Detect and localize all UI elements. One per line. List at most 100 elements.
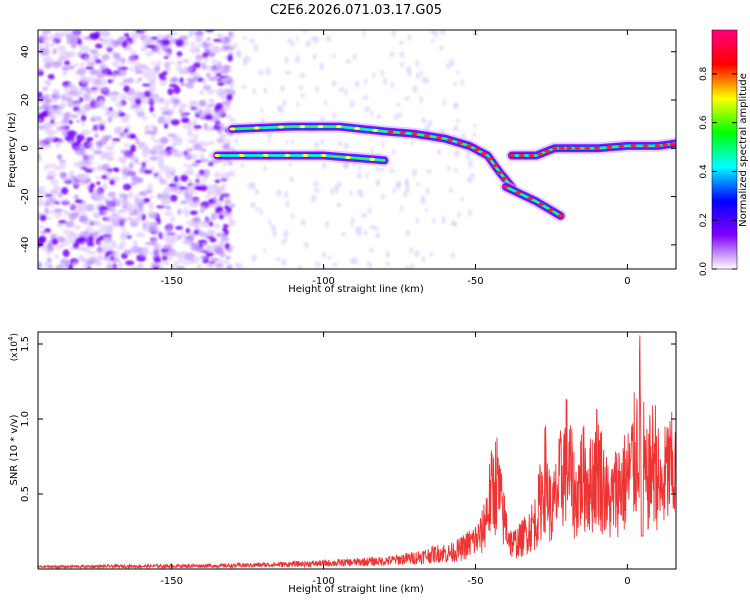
noise-blob [194, 35, 203, 43]
noise-blob [81, 166, 88, 170]
snr-y-tick-label: 1.5 [20, 336, 31, 352]
noise-blob [126, 96, 133, 101]
noise-blob [149, 149, 158, 156]
ridge-hotspot [501, 176, 508, 180]
noise-blob [107, 246, 114, 251]
noise-blob [68, 212, 78, 220]
snr-x-ticks: -150 -100 -50 0 [160, 332, 631, 587]
noise-blob [106, 71, 114, 76]
streak-blob [254, 188, 260, 195]
noise-blob [151, 225, 160, 233]
streak-blob [425, 187, 430, 195]
streak-blob [354, 80, 360, 88]
noise-blob [61, 72, 68, 76]
heatmap-blobs [38, 30, 478, 269]
noise-blob [142, 150, 149, 158]
noise-blob [142, 83, 151, 87]
noise-blob [182, 239, 190, 245]
streak-blob [405, 187, 410, 193]
noise-blob [163, 152, 170, 159]
streak-blob [395, 182, 400, 190]
streak-blob [272, 230, 278, 238]
noise-blob [168, 183, 177, 188]
noise-blob [147, 222, 155, 228]
streak-blob [314, 141, 320, 149]
noise-blob [70, 202, 75, 210]
noise-blob [120, 149, 130, 154]
noise-blob [144, 130, 154, 135]
noise-blob [172, 104, 178, 109]
noise-blob [133, 61, 142, 67]
noise-blob [224, 204, 229, 210]
streak-blob [407, 69, 412, 77]
noise-blob [164, 205, 172, 210]
streak-blob [319, 139, 325, 145]
noise-blob [160, 136, 169, 144]
noise-blob [102, 182, 108, 191]
spectrogram-x-label: Height of straight line (km) [288, 284, 424, 295]
noise-blob [63, 85, 69, 93]
streak-blob [374, 232, 381, 239]
noise-blob [57, 235, 65, 243]
noise-blob [89, 231, 100, 238]
noise-blob [180, 82, 186, 87]
noise-blob [95, 247, 106, 254]
noise-blob [178, 266, 183, 269]
noise-blob [181, 125, 191, 129]
noise-blob [193, 133, 199, 140]
noise-blob [85, 137, 94, 142]
noise-blob [86, 241, 95, 247]
noise-blob [73, 194, 79, 200]
noise-blob [170, 177, 175, 184]
streak-blob [284, 56, 289, 64]
streak-blob [356, 189, 363, 195]
noise-blob [181, 208, 191, 215]
colorbar-gradient [711, 29, 738, 270]
noise-blob [108, 107, 113, 112]
ridge-hotspot [536, 152, 543, 156]
ridge-hotspot [527, 196, 534, 201]
streak-blob [367, 207, 372, 215]
noise-blob [44, 44, 49, 53]
noise-blob [137, 112, 145, 116]
noise-blob [86, 185, 91, 189]
noise-blob [177, 191, 184, 195]
noise-blob [85, 218, 93, 226]
snr-x-tick-label: -150 [160, 576, 183, 587]
snr-y-ticks: 0.5 1.0 1.5 [20, 336, 676, 502]
streak-blob [473, 123, 477, 128]
noise-blob [206, 88, 215, 95]
noise-blob [188, 178, 193, 185]
noise-blob [161, 47, 172, 51]
noise-blob [49, 119, 55, 124]
noise-blob [159, 78, 167, 87]
streak-blob [267, 132, 273, 138]
noise-blob [45, 79, 52, 87]
noise-blob [225, 114, 233, 119]
noise-blob [176, 51, 183, 57]
noise-blob [160, 115, 166, 120]
spectrogram-y-tick-label: -40 [20, 237, 31, 253]
noise-blob [111, 60, 120, 68]
noise-blob [194, 173, 201, 181]
noise-blob [51, 188, 59, 196]
streak-blob [393, 113, 399, 121]
noise-blob [213, 110, 220, 115]
streak-blob [432, 217, 436, 225]
streak-blob [434, 30, 439, 38]
noise-blob [222, 105, 231, 111]
noise-blob [197, 230, 207, 237]
noise-blob [127, 56, 137, 62]
noise-blob [167, 167, 177, 175]
noise-blob [100, 65, 107, 70]
streak-blob [466, 155, 471, 160]
ridge-hotspot [547, 208, 554, 212]
noise-blob [157, 264, 164, 269]
snr-y-tick-label: 1.0 [20, 411, 31, 427]
ridge-hotspot [574, 146, 581, 150]
noise-blob [206, 37, 211, 42]
noise-blob [47, 264, 53, 269]
streak-blob [389, 51, 395, 58]
noise-blob [208, 98, 214, 103]
streak-blob [263, 87, 268, 94]
